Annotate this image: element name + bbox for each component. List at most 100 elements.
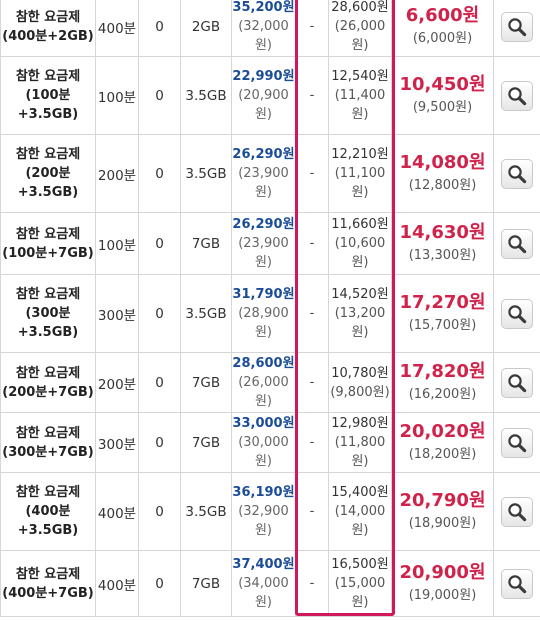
- view-cell: [493, 412, 540, 473]
- voice-minutes: 400분: [95, 0, 139, 57]
- original-price-sub: (20,900: [238, 88, 289, 103]
- original-price-sub: 원): [254, 454, 273, 469]
- original-price-sub: (23,900: [238, 236, 289, 251]
- plan-name: 참한 요금제 (400분 +3.5GB): [0, 472, 96, 551]
- total-price-sub: (18,900원): [408, 516, 477, 531]
- total-price-sub: (16,200원): [408, 387, 477, 402]
- plan-name: 참한 요금제 (100분 +3.5GB): [0, 56, 96, 135]
- plan-name-line: 참한 요금제: [15, 566, 81, 582]
- original-price-value: 26,290원: [232, 147, 295, 162]
- total-price: 14,630원 (13,300원): [391, 212, 494, 275]
- sms-count: 0: [138, 212, 181, 275]
- magnifier-icon: [508, 86, 527, 105]
- payment-price-sub: (13,200: [334, 306, 386, 321]
- plan-row: 참한 요금제 (100분+7GB) 100분 0 7GB 26,290원 (23,900 원)…: [0, 212, 540, 275]
- total-price-value: 20,790원: [399, 490, 486, 511]
- total-price: 17,820원 (16,200원): [391, 352, 494, 413]
- total-price: 10,450원 (9,500원): [391, 56, 494, 135]
- payment-price: 12,540원 (11,400 원): [328, 56, 392, 135]
- plan-name-line: (300분+7GB): [2, 444, 94, 460]
- payment-price: 12,980원 (11,800 원): [328, 412, 392, 473]
- plan-name-line: 참한 요금제: [15, 69, 81, 84]
- view-details-button[interactable]: [501, 11, 533, 42]
- original-price-sub: (23,900: [238, 166, 289, 181]
- view-cell: [493, 472, 540, 551]
- plan-name: 참한 요금제 (300분+7GB): [0, 412, 96, 473]
- voice-minutes: 400분: [95, 472, 139, 551]
- total-price-value: 20,900원: [399, 562, 486, 583]
- total-price-sub: (13,300원): [408, 248, 477, 263]
- plan-name-line: 참한 요금제: [15, 226, 81, 242]
- view-cell: [493, 0, 540, 57]
- original-price-sub: (30,000: [238, 435, 289, 450]
- plan-name-line: 참한 요금제: [15, 147, 81, 162]
- total-price: 20,020원 (18,200원): [391, 412, 494, 473]
- sms-count: 0: [138, 0, 181, 57]
- payment-price-sub: (26,000: [334, 19, 386, 34]
- original-price-sub: 원): [254, 185, 273, 200]
- plan-name-line: (400분: [25, 504, 71, 519]
- original-price-sub: 원): [254, 255, 273, 270]
- discount: -: [295, 0, 329, 57]
- original-price-sub: (28,900: [238, 306, 289, 321]
- original-price-sub: 원): [254, 394, 273, 409]
- sms-count: 0: [138, 56, 181, 135]
- plan-name-line: (100분: [25, 88, 71, 103]
- original-price: 26,290원 (23,900 원): [231, 134, 296, 213]
- discount: -: [295, 472, 329, 551]
- original-price-sub: 원): [254, 38, 273, 53]
- original-price-sub: 원): [254, 595, 273, 610]
- plan-name-line: 참한 요금제: [15, 485, 81, 500]
- total-price-sub: (6,000원): [412, 31, 473, 46]
- plan-name-line: 참한 요금제: [15, 425, 81, 441]
- plan-name: 참한 요금제 (400분+2GB): [0, 0, 96, 57]
- total-price-sub: (12,800원): [408, 178, 477, 193]
- plan-name-line: (200분+7GB): [2, 384, 94, 400]
- sms-count: 0: [138, 472, 181, 551]
- view-details-button[interactable]: [501, 496, 533, 527]
- original-price: 22,990원 (20,900 원): [231, 56, 296, 135]
- total-price-value: 20,020원: [399, 421, 486, 442]
- voice-minutes: 200분: [95, 134, 139, 213]
- data-amount: 3.5GB: [180, 472, 232, 551]
- total-price-sub: (9,500원): [412, 100, 473, 115]
- voice-minutes: 300분: [95, 274, 139, 353]
- original-price: 36,190원 (32,900 원): [231, 472, 296, 551]
- plan-name-line: 참한 요금제: [15, 287, 81, 302]
- payment-price: 10,780원 (9,800원): [328, 352, 392, 413]
- plan-name-line: 참한 요금제: [15, 9, 81, 25]
- payment-price-value: 16,500원: [331, 557, 389, 572]
- total-price-value: 10,450원: [399, 74, 486, 95]
- original-price-sub: (32,900: [238, 504, 289, 519]
- plan-name-line: +3.5GB): [17, 185, 79, 200]
- view-details-button[interactable]: [501, 298, 533, 329]
- total-price-sub: (15,700원): [408, 318, 477, 333]
- payment-price-value: 15,400원: [331, 485, 389, 500]
- payment-price-value: 14,520원: [331, 287, 389, 302]
- plan-name: 참한 요금제 (400분+7GB): [0, 550, 96, 617]
- total-price: 20,900원 (19,000원): [391, 550, 494, 617]
- view-details-button[interactable]: [501, 568, 533, 599]
- view-cell: [493, 550, 540, 617]
- view-details-button[interactable]: [501, 158, 533, 189]
- original-price: 37,400원 (34,000 원): [231, 550, 296, 617]
- voice-minutes: 100분: [95, 56, 139, 135]
- view-details-button[interactable]: [501, 427, 533, 458]
- discount: -: [295, 352, 329, 413]
- view-details-button[interactable]: [501, 80, 533, 111]
- original-price-sub: 원): [254, 325, 273, 340]
- view-details-button[interactable]: [501, 367, 533, 398]
- voice-minutes: 100분: [95, 212, 139, 275]
- total-price: 17,270원 (15,700원): [391, 274, 494, 353]
- plan-name: 참한 요금제 (300분 +3.5GB): [0, 274, 96, 353]
- original-price: 26,290원 (23,900 원): [231, 212, 296, 275]
- view-cell: [493, 352, 540, 413]
- view-details-button[interactable]: [501, 228, 533, 259]
- total-price: 6,600원 (6,000원): [391, 0, 494, 57]
- original-price-value: 31,790원: [232, 287, 295, 302]
- plan-row: 참한 요금제 (400분+7GB) 400분 0 7GB 37,400원 (34,000 원)…: [0, 550, 540, 617]
- payment-price-sub: (15,000: [334, 576, 386, 591]
- total-price-value: 14,080원: [399, 152, 486, 173]
- magnifier-icon: [508, 234, 527, 253]
- total-price-sub: (18,200원): [408, 447, 477, 462]
